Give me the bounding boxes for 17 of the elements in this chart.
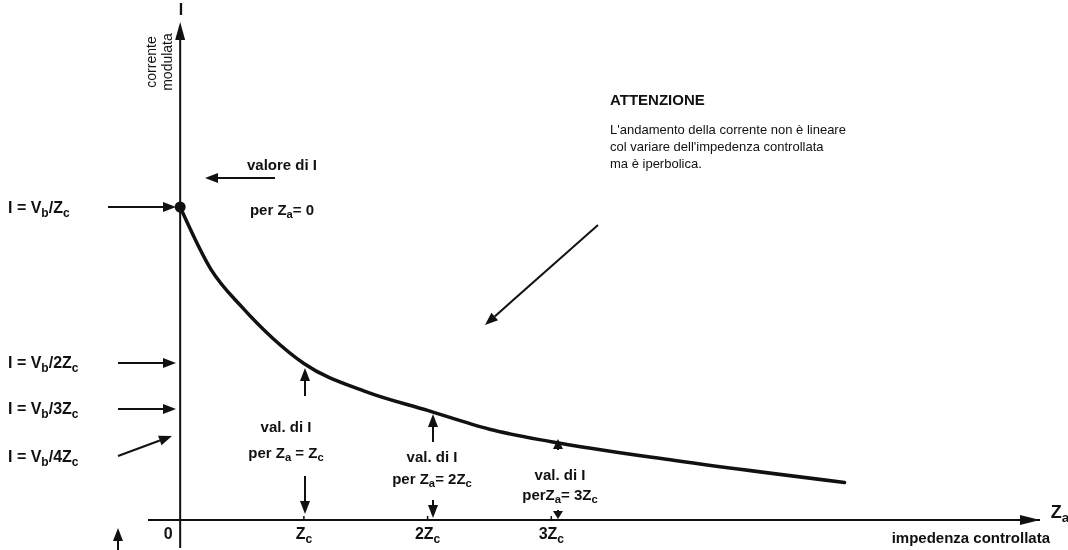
text: I = V$_{b}$/4Z$_{c}$ bbox=[8, 448, 79, 469]
chart-title: ATTENZIONE bbox=[610, 91, 705, 108]
text: corrente modulata bbox=[143, 32, 176, 91]
text: I = V$_{b}$/2Z$_{c}$ bbox=[8, 354, 79, 375]
annotation: val. di I per Z$_{a}$ = Z$_{c}$ bbox=[248, 418, 324, 464]
text: I = V$_{b}$/3Z$_{c}$ bbox=[8, 400, 79, 421]
text: I = V$_{b}$/Z$_{c}$ bbox=[8, 199, 70, 220]
x-tick-label: 2Z$_{c}$ bbox=[414, 525, 441, 546]
chart-subtitle: L'andamento della corrente non è lineare col variare dell'impedenza controllata ma è iperbolica. bbox=[610, 122, 846, 171]
text: I bbox=[178, 1, 184, 18]
x-tick-label: Z$_{c}$ bbox=[295, 525, 313, 546]
annotation: val. di I perZ$_{a}$= 3Z$_{c}$ bbox=[522, 466, 598, 506]
text: valore di I per Z$_{a}$= 0 bbox=[246, 156, 318, 221]
annotation: val. di I per Z$_{a}$= 2Z$_{c}$ bbox=[392, 448, 472, 490]
text: impedenza controllata bbox=[891, 529, 1051, 546]
x-tick-label: 3Z$_{c}$ bbox=[538, 525, 565, 546]
x-tick-label: 0 bbox=[163, 525, 173, 542]
